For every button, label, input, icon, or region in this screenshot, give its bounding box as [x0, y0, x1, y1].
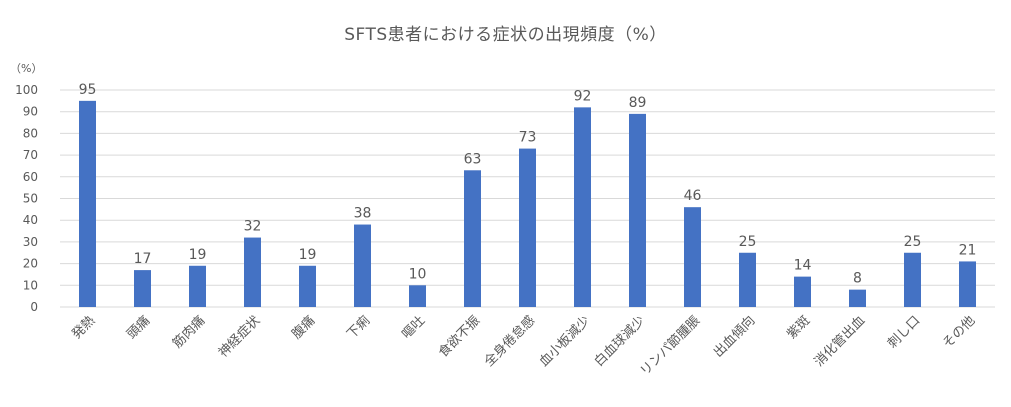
y-axis-unit-label: （%） — [10, 62, 43, 75]
data-label: 14 — [794, 258, 812, 274]
data-label: 19 — [299, 247, 317, 263]
bar — [519, 148, 536, 307]
x-tick-label: 筋肉痛 — [169, 313, 208, 352]
y-tick-label: 10 — [23, 278, 38, 292]
bar — [904, 252, 921, 307]
x-tick-label: 腹痛 — [289, 313, 319, 343]
bar — [354, 224, 371, 307]
x-tick-label: 刺し口 — [885, 313, 923, 351]
y-tick-label: 100 — [15, 83, 38, 97]
bar — [134, 270, 151, 307]
bar — [739, 252, 756, 307]
data-label: 32 — [244, 219, 262, 235]
chart-title: SFTS患者における症状の出現頻度（%） — [344, 25, 667, 45]
bar — [684, 207, 701, 307]
data-label: 73 — [519, 130, 537, 146]
y-tick-label: 60 — [23, 170, 38, 184]
x-tick-label: 頭痛 — [124, 313, 154, 343]
y-tick-label: 20 — [23, 257, 38, 271]
bar — [189, 265, 206, 307]
bar — [79, 100, 96, 307]
data-label: 46 — [684, 188, 702, 204]
data-label: 21 — [959, 242, 977, 258]
bar — [959, 261, 976, 307]
bar — [849, 289, 866, 307]
data-label: 19 — [189, 247, 207, 263]
data-label: 63 — [464, 151, 482, 167]
bar — [629, 113, 646, 308]
x-tick-label: 白血球減少 — [591, 313, 648, 370]
bar — [464, 170, 481, 307]
x-tick-label: 出血傾向 — [710, 313, 758, 361]
y-tick-label: 50 — [23, 192, 38, 206]
bar — [299, 265, 316, 307]
x-tick-label: 紫斑 — [784, 313, 813, 342]
x-tick-label: 血小板減少 — [536, 313, 593, 370]
x-tick-label: 消化管出血 — [812, 313, 869, 370]
data-label: 25 — [739, 234, 757, 250]
data-label: 25 — [904, 234, 922, 250]
bar — [244, 237, 261, 307]
data-label: 89 — [629, 95, 647, 111]
data-label: 17 — [134, 251, 152, 267]
bar — [574, 107, 591, 307]
x-tick-label: 神経症状 — [216, 313, 263, 360]
data-label: 92 — [574, 88, 592, 104]
bar — [794, 276, 811, 307]
data-label: 8 — [853, 271, 862, 287]
y-tick-label: 80 — [23, 126, 38, 140]
data-label: 10 — [409, 266, 427, 282]
data-label: 38 — [354, 206, 372, 222]
y-tick-label: 70 — [23, 148, 38, 162]
x-tick-label: 全身倦怠感 — [481, 313, 538, 370]
x-tick-label: その他 — [940, 313, 978, 351]
y-tick-label: 90 — [23, 105, 38, 119]
y-tick-label: 0 — [30, 300, 38, 314]
y-tick-label: 40 — [23, 213, 38, 227]
bar — [409, 285, 426, 307]
x-tick-label: 下痢 — [344, 313, 374, 343]
x-tick-label: 発熱 — [69, 313, 98, 342]
x-tick-label: 嘔吐 — [399, 313, 428, 342]
y-tick-label: 30 — [23, 235, 38, 249]
x-tick-label: 食欲不振 — [435, 313, 483, 361]
data-label: 95 — [79, 82, 97, 98]
